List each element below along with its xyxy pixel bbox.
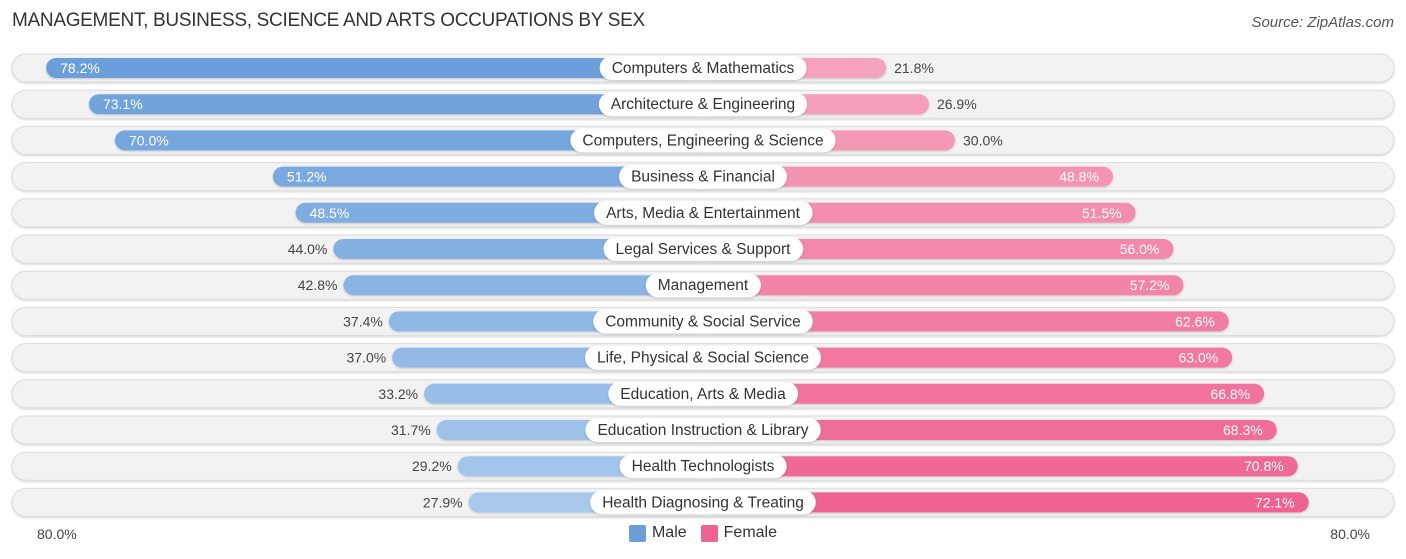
bar-male[interactable] bbox=[115, 130, 703, 151]
value-label-male: 29.2% bbox=[412, 458, 452, 474]
value-label-male: 42.8% bbox=[298, 277, 338, 293]
legend-label-female: Female bbox=[723, 524, 778, 541]
value-label-female: 21.8% bbox=[894, 60, 934, 76]
value-label-male: 27.9% bbox=[423, 494, 463, 510]
bar-female[interactable] bbox=[703, 347, 1233, 368]
bar-female[interactable] bbox=[703, 311, 1229, 332]
source-label: Source: ZipAtlas.com bbox=[1251, 14, 1394, 31]
chart-row: Arts, Media & Entertainment 48.5% 51.5% bbox=[11, 198, 1395, 228]
category-label: Architecture & Engineering bbox=[611, 96, 795, 113]
chart-row: Education, Arts & Media 33.2% 66.8% bbox=[11, 379, 1395, 409]
value-label-female: 30.0% bbox=[963, 132, 1003, 148]
chart-row: Health Diagnosing & Treating 27.9% 72.1% bbox=[11, 487, 1395, 517]
bar-male[interactable] bbox=[343, 275, 703, 296]
value-label-female: 63.0% bbox=[1178, 350, 1218, 366]
category-label: Computers, Engineering & Science bbox=[582, 132, 823, 149]
category-label-pill bbox=[598, 92, 808, 117]
chart-row: Architecture & Engineering 73.1% 26.9% bbox=[11, 89, 1395, 119]
legend-item-male[interactable]: Male bbox=[628, 524, 687, 542]
value-label-female: 48.8% bbox=[1059, 169, 1099, 185]
category-label-pill bbox=[608, 381, 799, 406]
category-label-pill bbox=[593, 309, 813, 334]
category-label: Computers & Mathematics bbox=[612, 60, 795, 77]
chart-row: Management 42.8% 57.2% bbox=[11, 270, 1395, 300]
bar-female[interactable] bbox=[703, 420, 1277, 440]
chart-title: MANAGEMENT, BUSINESS, SCIENCE AND ARTS O… bbox=[12, 10, 645, 31]
bar-female[interactable] bbox=[703, 456, 1298, 477]
value-label-female: 68.3% bbox=[1223, 422, 1263, 438]
value-label-female: 70.8% bbox=[1244, 458, 1284, 474]
category-label-pill bbox=[599, 56, 807, 80]
chart-row: Computers, Engineering & Science 70.0% 30.… bbox=[11, 125, 1395, 155]
bar-male[interactable] bbox=[46, 58, 704, 78]
category-label-pill bbox=[594, 200, 813, 225]
legend-item-female[interactable]: Female bbox=[700, 524, 778, 542]
category-label-pill bbox=[570, 128, 836, 153]
bar-male[interactable] bbox=[272, 166, 703, 187]
bar-female[interactable] bbox=[703, 166, 1113, 187]
category-label: Business & Financial bbox=[631, 169, 775, 186]
chart-row: Community & Social Service 37.4% 62.6% bbox=[11, 306, 1395, 336]
category-label-pill bbox=[645, 273, 761, 298]
category-label-pill bbox=[603, 237, 804, 261]
value-label-male: 31.7% bbox=[391, 422, 431, 438]
chart-row: Education Instruction & Library 31.7% 68.3… bbox=[11, 415, 1395, 445]
legend-swatch-female bbox=[700, 524, 718, 542]
category-label-pill bbox=[619, 454, 787, 479]
value-label-male: 51.2% bbox=[287, 169, 327, 185]
category-label-pill bbox=[590, 490, 816, 515]
value-label-male: 70.0% bbox=[129, 132, 169, 148]
value-label-male: 37.0% bbox=[346, 350, 386, 366]
axis-left-label: 80.0% bbox=[37, 526, 77, 542]
category-label: Community & Social Service bbox=[605, 313, 801, 330]
category-label-pill bbox=[585, 418, 821, 442]
bar-female[interactable] bbox=[703, 492, 1309, 513]
chart-row: Legal Services & Support 44.0% 56.0% bbox=[11, 234, 1395, 264]
category-label: Arts, Media & Entertainment bbox=[606, 205, 801, 222]
value-label-female: 57.2% bbox=[1130, 277, 1170, 293]
value-label-female: 72.1% bbox=[1255, 494, 1295, 510]
value-label-male: 37.4% bbox=[343, 313, 383, 329]
chart-row: Health Technologists 29.2% 70.8% bbox=[11, 451, 1395, 481]
value-label-female: 62.6% bbox=[1175, 313, 1215, 329]
category-label: Education Instruction & Library bbox=[597, 422, 808, 439]
value-label-female: 26.9% bbox=[937, 96, 977, 112]
bar-female[interactable] bbox=[703, 275, 1184, 296]
category-label: Management bbox=[658, 277, 749, 294]
category-label: Life, Physical & Social Science bbox=[597, 350, 809, 367]
chart-row: Computers & Mathematics 78.2% 21.8% bbox=[11, 53, 1395, 83]
legend-label-male: Male bbox=[651, 524, 687, 541]
value-label-female: 66.8% bbox=[1210, 386, 1250, 402]
value-label-female: 51.5% bbox=[1082, 205, 1122, 221]
category-label: Education, Arts & Media bbox=[620, 386, 786, 403]
value-label-male: 78.2% bbox=[60, 60, 100, 76]
legend-swatch-male bbox=[628, 524, 646, 542]
value-label-male: 48.5% bbox=[310, 205, 350, 221]
chart: Computers & Mathematics 78.2% 21.8% Archite… bbox=[11, 53, 1395, 517]
category-label-pill bbox=[619, 164, 787, 189]
axis-right-label: 80.0% bbox=[1330, 526, 1370, 542]
value-label-female: 56.0% bbox=[1120, 241, 1160, 257]
chart-row: Business & Financial 51.2% 48.8% bbox=[11, 162, 1395, 192]
category-label: Health Technologists bbox=[632, 458, 775, 475]
category-label: Legal Services & Support bbox=[616, 241, 792, 258]
category-label: Health Diagnosing & Treating bbox=[602, 494, 804, 511]
bar-male[interactable] bbox=[88, 94, 703, 115]
bar-female[interactable] bbox=[703, 239, 1174, 259]
chart-row: Life, Physical & Social Science 37.0% 63.0… bbox=[11, 343, 1395, 373]
value-label-male: 44.0% bbox=[288, 241, 328, 257]
legend: Male Female bbox=[0, 524, 1406, 542]
bar-female[interactable] bbox=[703, 383, 1265, 404]
value-label-male: 73.1% bbox=[103, 96, 143, 112]
value-label-male: 33.2% bbox=[378, 386, 418, 402]
category-label-pill bbox=[585, 345, 821, 370]
